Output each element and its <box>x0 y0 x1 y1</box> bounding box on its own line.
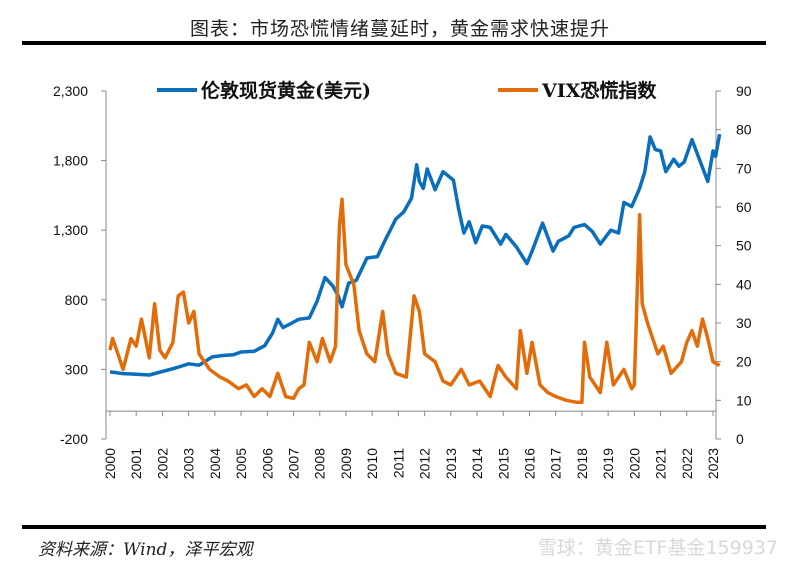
left-tick-label: -200 <box>60 431 88 447</box>
left-tick-label: 1,300 <box>53 222 88 238</box>
x-tick-label: 2008 <box>312 448 328 479</box>
x-tick-label: 2005 <box>233 448 249 479</box>
top-rule <box>22 41 766 45</box>
x-tick-label: 2006 <box>259 448 275 479</box>
chart-title: 图表：市场恐慌情绪蔓延时，黄金需求快速提升 <box>189 18 610 40</box>
x-tick-label: 2020 <box>626 448 642 479</box>
x-tick-label: 2018 <box>574 448 590 479</box>
x-tick-label: 2007 <box>286 448 302 479</box>
series-line-gold <box>109 133 722 377</box>
right-tick-label: 60 <box>736 199 752 215</box>
right-tick-label: 40 <box>736 276 752 292</box>
legend-label-vix: VIX恐慌指数 <box>541 79 657 102</box>
right-tick-label: 30 <box>736 315 752 331</box>
watermark: 雪球：黄金ETF基金159937 <box>537 537 778 559</box>
bottom-rule <box>22 525 766 529</box>
x-tick-label: 2009 <box>338 448 354 479</box>
x-tick-label: 2003 <box>181 448 197 479</box>
series-line-vix <box>108 197 721 405</box>
x-tick-label: 2013 <box>443 448 459 479</box>
x-tick-label: 2001 <box>128 448 144 479</box>
right-tick-label: 70 <box>736 160 752 176</box>
left-tick-label: 800 <box>65 292 89 308</box>
x-tick-label: 2023 <box>705 448 721 479</box>
right-tick-label: 90 <box>736 83 752 99</box>
x-tick-label: 2019 <box>600 448 616 479</box>
x-tick-label: 2021 <box>653 448 669 479</box>
left-tick-label: 2,300 <box>53 83 88 99</box>
x-tick-label: 2002 <box>154 448 170 479</box>
x-tick-label: 2000 <box>102 448 118 479</box>
x-tick-label: 2016 <box>521 448 537 479</box>
source-note: 资料来源：Wind，泽平宏观 <box>38 540 253 560</box>
right-tick-label: 20 <box>736 354 752 370</box>
right-tick-label: 50 <box>736 238 752 254</box>
left-tick-label: 1,800 <box>53 153 88 169</box>
x-tick-label: 2017 <box>548 448 564 479</box>
right-tick-label: 10 <box>736 392 752 408</box>
left-tick-label: 300 <box>65 361 89 377</box>
x-tick-label: 2004 <box>207 448 223 479</box>
x-tick-label: 2012 <box>417 448 433 479</box>
x-tick-label: 2022 <box>679 448 695 479</box>
right-tick-label: 0 <box>736 431 744 447</box>
x-tick-label: 2014 <box>469 448 485 479</box>
legend-label-gold: 伦敦现货黄金(美元) <box>201 79 371 102</box>
x-tick-label: 2015 <box>495 448 511 479</box>
right-tick-label: 80 <box>736 122 752 138</box>
x-tick-label: 2010 <box>364 448 380 479</box>
x-tick-label: 2011 <box>390 448 406 478</box>
